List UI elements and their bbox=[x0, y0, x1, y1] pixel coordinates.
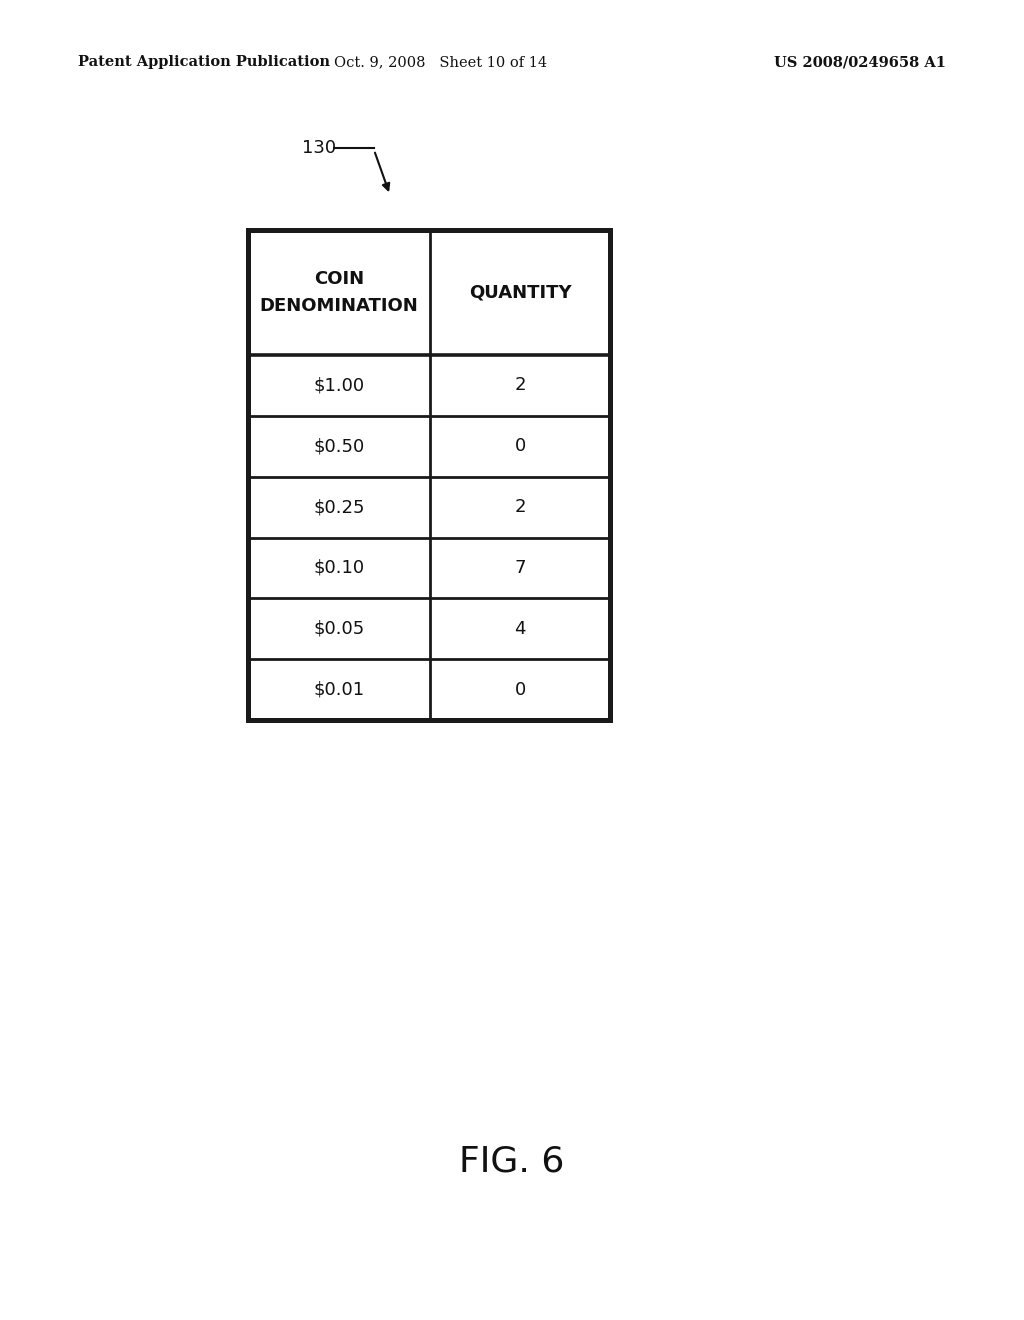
Text: 4: 4 bbox=[514, 620, 525, 638]
Text: 7: 7 bbox=[514, 558, 525, 577]
Text: Patent Application Publication: Patent Application Publication bbox=[78, 55, 330, 69]
Text: $0.05: $0.05 bbox=[313, 620, 365, 638]
Text: 130: 130 bbox=[302, 139, 336, 157]
Text: 2: 2 bbox=[514, 376, 525, 395]
Text: $0.01: $0.01 bbox=[313, 681, 365, 698]
Text: $1.00: $1.00 bbox=[313, 376, 365, 395]
Text: $0.25: $0.25 bbox=[313, 498, 365, 516]
Text: US 2008/0249658 A1: US 2008/0249658 A1 bbox=[774, 55, 946, 69]
Text: QUANTITY: QUANTITY bbox=[469, 284, 571, 301]
Text: COIN
DENOMINATION: COIN DENOMINATION bbox=[260, 271, 419, 314]
Text: $0.10: $0.10 bbox=[313, 558, 365, 577]
Text: 0: 0 bbox=[514, 437, 525, 455]
Bar bbox=[248, 230, 610, 719]
Text: Oct. 9, 2008   Sheet 10 of 14: Oct. 9, 2008 Sheet 10 of 14 bbox=[334, 55, 547, 69]
Text: 2: 2 bbox=[514, 498, 525, 516]
Text: $0.50: $0.50 bbox=[313, 437, 365, 455]
Text: 0: 0 bbox=[514, 681, 525, 698]
Text: FIG. 6: FIG. 6 bbox=[460, 1144, 564, 1179]
